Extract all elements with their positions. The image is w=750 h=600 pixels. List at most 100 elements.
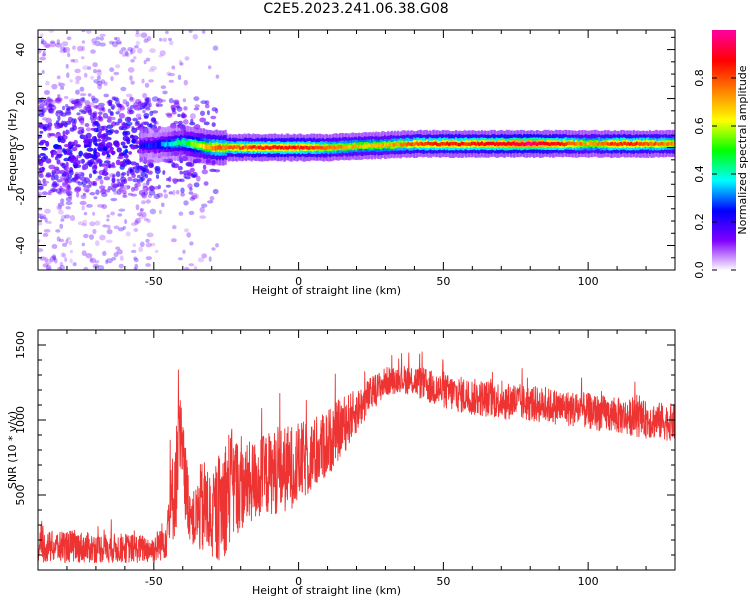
- noise-blob: [124, 51, 129, 56]
- noise-blob: [157, 97, 161, 102]
- noise-blob: [168, 191, 174, 195]
- noise-blob: [93, 69, 97, 74]
- noise-blob: [205, 100, 210, 105]
- ridge-segment: [444, 142, 447, 146]
- colorbar-cell: [712, 262, 736, 265]
- noise-blob: [99, 188, 107, 195]
- spectrogram-heatmap: [38, 30, 675, 270]
- noise-blob: [99, 185, 106, 190]
- noise-blob: [65, 130, 71, 135]
- y-tick-label: 20: [14, 92, 27, 106]
- ridge-segment: [544, 141, 547, 146]
- ridge-segment: [602, 142, 605, 146]
- ridge-segment: [672, 142, 675, 146]
- noise-blob: [165, 30, 169, 35]
- ridge-segment: [653, 142, 656, 146]
- noise-blob: [97, 83, 102, 90]
- noise-blob: [127, 67, 135, 73]
- noise-blob: [115, 111, 120, 115]
- ridge-segment: [424, 142, 427, 146]
- noise-blob: [141, 211, 147, 218]
- ridge-segment: [142, 143, 145, 148]
- ridge-segment: [667, 142, 670, 146]
- colorbar-cell: [712, 198, 736, 201]
- colorbar-cell: [712, 208, 736, 211]
- noise-blob: [117, 213, 123, 217]
- noise-blob: [144, 173, 149, 179]
- ridge-segment: [266, 145, 269, 150]
- ridge-segment: [663, 142, 666, 146]
- ridge-segment: [268, 146, 271, 150]
- y-tick-label: 40: [14, 43, 27, 57]
- ridge-segment: [392, 143, 395, 147]
- noise-blob: [81, 45, 85, 52]
- noise-blob: [201, 30, 206, 34]
- noise-blob: [129, 168, 133, 174]
- noise-blob: [150, 242, 156, 247]
- ridge-segment: [211, 146, 214, 151]
- ridge-segment: [220, 145, 223, 151]
- colorbar-cell: [712, 82, 736, 85]
- noise-blob: [58, 82, 66, 87]
- noise-blob: [138, 246, 144, 252]
- noise-blob: [126, 139, 131, 145]
- noise-blob: [65, 239, 69, 244]
- noise-blob: [96, 75, 101, 80]
- colorbar-cell: [712, 84, 736, 87]
- colorbar-cell: [712, 168, 736, 171]
- ridge-segment: [407, 141, 410, 146]
- noise-blob: [110, 197, 118, 202]
- colorbar-cell: [712, 194, 736, 197]
- noise-blob: [74, 68, 81, 74]
- noise-blob: [133, 258, 139, 263]
- colorbar-cell: [712, 242, 736, 245]
- noise-blob: [113, 97, 120, 102]
- noise-blob: [125, 231, 131, 237]
- noise-blob: [93, 105, 99, 109]
- ridge-segment: [258, 145, 261, 150]
- noise-blob: [179, 62, 184, 66]
- ridge-segment: [479, 142, 482, 146]
- noise-blob: [136, 212, 143, 217]
- colorbar-cell: [712, 252, 736, 255]
- ridge-segment: [567, 141, 570, 145]
- ridge-segment: [617, 142, 620, 147]
- colorbar-cell: [712, 86, 736, 89]
- ridge-segment: [223, 145, 226, 151]
- noise-blob: [94, 220, 101, 226]
- ridge-segment: [447, 142, 450, 147]
- noise-blob: [81, 205, 85, 211]
- noise-blob: [154, 249, 159, 253]
- colorbar-cell: [712, 196, 736, 199]
- noise-blob: [68, 240, 72, 246]
- ridge-segment: [405, 143, 408, 147]
- noise-blob: [196, 175, 201, 182]
- noise-blob: [97, 265, 105, 270]
- ridge-segment: [417, 142, 420, 146]
- colorbar-cell: [712, 164, 736, 167]
- noise-blob: [141, 193, 146, 198]
- noise-blob: [44, 256, 49, 263]
- ridge-segment: [476, 141, 479, 145]
- ridge-segment: [673, 141, 675, 145]
- ridge-segment: [421, 142, 424, 146]
- ridge-segment: [234, 145, 237, 149]
- ridge-segment: [398, 142, 401, 146]
- colorbar-cell: [712, 52, 736, 55]
- noise-blob: [54, 174, 59, 181]
- colorbar-cell: [712, 60, 736, 63]
- ridge-segment: [252, 145, 255, 149]
- noise-blob: [125, 121, 133, 127]
- noise-blob: [70, 59, 75, 63]
- noise-blob: [98, 111, 103, 115]
- colorbar-cell: [712, 34, 736, 37]
- ridge-segment: [538, 141, 541, 145]
- ridge-segment: [466, 142, 469, 146]
- ridge-segment: [592, 142, 595, 146]
- noise-blob: [190, 118, 194, 123]
- noise-blob: [147, 177, 152, 182]
- ridge-segment: [372, 143, 375, 148]
- noise-blob: [148, 79, 155, 83]
- ridge-segment: [550, 141, 553, 146]
- noise-blob: [89, 115, 94, 121]
